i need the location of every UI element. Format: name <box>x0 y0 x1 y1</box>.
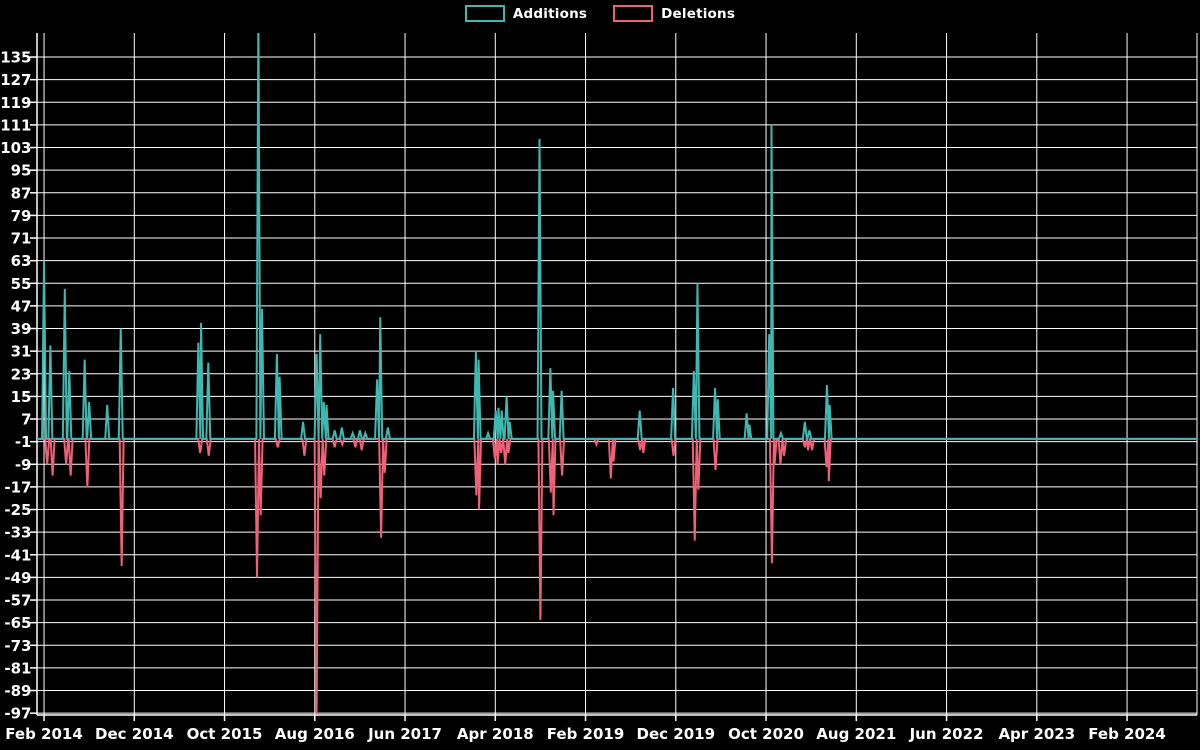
y-tick-label: -73 <box>4 637 31 655</box>
additions-swatch-icon <box>464 5 505 22</box>
y-tick-label: 63 <box>11 252 32 270</box>
y-tick-label: 79 <box>11 207 32 225</box>
x-tick-label: Oct 2020 <box>728 725 804 743</box>
x-tick-label: Feb 2019 <box>547 725 625 743</box>
x-tick-label: Apr 2023 <box>998 725 1075 743</box>
y-tick-label: -17 <box>4 478 31 496</box>
legend-deletions-label: Deletions <box>661 5 736 22</box>
x-tick-label: Feb 2024 <box>1088 725 1166 743</box>
legend-item-additions: Additions <box>464 5 588 22</box>
y-tick-label: -57 <box>4 592 31 610</box>
x-tick-label: Dec 2019 <box>637 725 716 743</box>
legend-additions-label: Additions <box>512 5 588 22</box>
y-tick-label: 39 <box>11 320 32 338</box>
x-tick-label: Jun 2017 <box>367 725 442 743</box>
y-tick-label: -9 <box>15 456 32 474</box>
legend-item-deletions: Deletions <box>613 5 735 22</box>
y-tick-label: 55 <box>11 275 32 293</box>
y-tick-label: -49 <box>4 569 31 587</box>
x-tick-label: Aug 2016 <box>275 725 355 743</box>
y-tick-label: 127 <box>0 71 31 89</box>
x-tick-label: Oct 2015 <box>187 725 263 743</box>
series-deletions-line <box>37 437 1197 714</box>
x-tick-label: Aug 2021 <box>816 725 896 743</box>
y-tick-label: 23 <box>11 365 32 383</box>
series-additions-line <box>37 33 1197 440</box>
y-tick-label: -97 <box>4 705 31 723</box>
y-tick-label: -89 <box>4 682 31 700</box>
y-tick-label: 95 <box>11 162 32 180</box>
y-tick-label: 119 <box>0 94 31 112</box>
y-tick-label: -33 <box>4 524 31 542</box>
y-tick-label: 47 <box>11 297 32 315</box>
x-tick-label: Apr 2018 <box>457 725 534 743</box>
y-tick-label: 71 <box>11 230 32 248</box>
deletions-swatch-icon <box>613 5 654 22</box>
y-tick-label: -25 <box>4 501 31 519</box>
y-tick-label: -81 <box>4 659 31 677</box>
x-tick-label: Jun 2022 <box>909 725 984 743</box>
y-tick-label: 111 <box>0 116 31 134</box>
y-tick-label: 31 <box>11 343 32 361</box>
x-tick-label: Feb 2014 <box>5 725 83 743</box>
y-tick-label: 135 <box>0 49 31 67</box>
y-tick-label: -1 <box>15 433 32 451</box>
x-tick-label: Dec 2014 <box>95 725 174 743</box>
y-tick-label: 103 <box>0 139 31 157</box>
y-tick-label: 15 <box>11 388 32 406</box>
y-tick-label: -41 <box>4 546 31 564</box>
y-tick-label: -65 <box>4 614 31 632</box>
y-tick-label: 87 <box>11 184 32 202</box>
chart-legend: Additions Deletions <box>0 5 1200 22</box>
y-tick-label: 7 <box>21 411 31 429</box>
